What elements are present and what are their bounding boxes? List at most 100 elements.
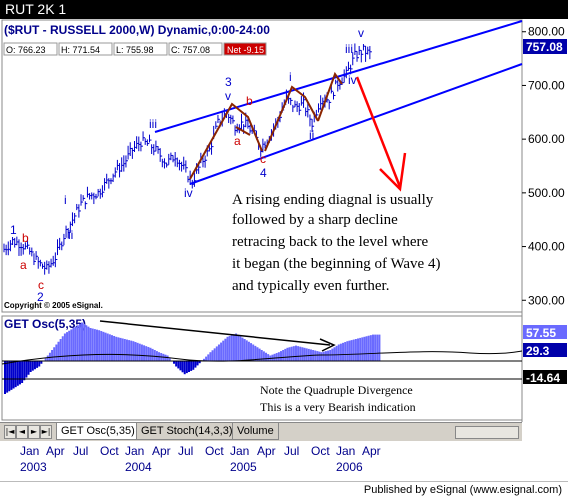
osc-bar bbox=[207, 354, 210, 361]
nav-last-button[interactable]: ►| bbox=[40, 425, 52, 439]
rut-chart: ($RUT - RUSSELL 2000,W) Dynamic,0:00-24:… bbox=[1, 19, 567, 422]
tab-get-osc[interactable]: GET Osc(5,35) bbox=[56, 423, 140, 440]
osc-bar bbox=[301, 347, 304, 361]
osc-bar bbox=[220, 342, 223, 361]
last-price-box bbox=[523, 39, 567, 54]
osc-bar bbox=[352, 339, 355, 361]
osc-bar bbox=[378, 334, 381, 361]
wave-label-b: b bbox=[246, 94, 253, 108]
wave-label-iv: iv bbox=[348, 73, 357, 87]
osc-value-box-3 bbox=[523, 370, 567, 384]
osc-bar bbox=[132, 341, 135, 361]
month-label: Apr bbox=[362, 444, 381, 458]
osc-bar bbox=[36, 361, 39, 368]
osc-bar bbox=[260, 350, 263, 361]
osc-bar bbox=[275, 353, 278, 361]
osc-bar bbox=[314, 350, 317, 361]
osc-bar bbox=[254, 345, 257, 361]
osc-bar bbox=[265, 352, 268, 361]
osc-bar bbox=[209, 352, 212, 361]
osc-bar bbox=[286, 347, 289, 361]
osc-bar bbox=[87, 326, 90, 361]
month-label: Jan bbox=[336, 444, 356, 458]
month-label: Jul bbox=[284, 444, 300, 458]
wave-arrow-a bbox=[235, 126, 251, 136]
osc-bar bbox=[335, 345, 338, 361]
osc-bar bbox=[374, 334, 377, 361]
month-label: Oct bbox=[100, 444, 119, 458]
osc-bar bbox=[292, 346, 295, 361]
osc-bar bbox=[228, 335, 231, 361]
osc-bar bbox=[138, 343, 141, 361]
price-panel bbox=[1, 19, 523, 313]
osc-bar bbox=[307, 348, 310, 361]
wave-label-a: a bbox=[234, 134, 241, 148]
osc-note-line-2: This is a very Bearish indication bbox=[260, 400, 416, 414]
osc-bar bbox=[123, 339, 126, 361]
osc-bar bbox=[117, 337, 120, 361]
osc-bar bbox=[288, 347, 291, 361]
osc-signal-line bbox=[1, 350, 523, 365]
horizontal-scrollbar[interactable] bbox=[455, 426, 519, 439]
osc-bar bbox=[177, 361, 180, 369]
wave-arrow-abc bbox=[189, 102, 263, 180]
wave-label-iii: iii bbox=[345, 42, 353, 56]
osc-bar bbox=[350, 340, 353, 361]
osc-bar bbox=[232, 334, 235, 361]
wave-label-ii-early: ii bbox=[68, 228, 73, 242]
osc-bar bbox=[119, 337, 122, 361]
wave-label-4: 4 bbox=[260, 166, 267, 180]
nav-first-button[interactable]: |◄ bbox=[4, 425, 16, 439]
osc-bar bbox=[51, 350, 54, 361]
osc-axis-value-2: 29.3 bbox=[526, 344, 550, 358]
tab-volume[interactable]: Volume bbox=[232, 423, 279, 440]
osc-bar bbox=[59, 339, 62, 361]
annotation-line-1: A rising ending diagnal is usually bbox=[232, 192, 434, 208]
osc-bar bbox=[280, 351, 282, 361]
osc-bar bbox=[168, 358, 171, 361]
tab-get-stoch[interactable]: GET Stoch(14,3,3) bbox=[136, 423, 238, 440]
wave-label-v: v bbox=[358, 26, 364, 40]
osc-value-box-1 bbox=[523, 325, 567, 339]
osc-bar bbox=[175, 361, 178, 367]
osc-bar bbox=[181, 361, 184, 373]
nav-next-button[interactable]: ► bbox=[28, 425, 40, 439]
osc-bar bbox=[55, 344, 58, 361]
annotation-line-2: followed by a sharp decline bbox=[232, 212, 398, 228]
osc-bar bbox=[106, 333, 109, 361]
ohlc-open: O: 766.23 bbox=[6, 45, 46, 55]
osc-bar bbox=[125, 339, 128, 361]
osc-bar bbox=[294, 345, 297, 361]
month-label: Apr bbox=[46, 444, 65, 458]
osc-bar bbox=[222, 340, 225, 361]
osc-bar bbox=[104, 332, 107, 361]
wave-label-i: i bbox=[289, 70, 292, 84]
net-change-badge: Net -9.15 bbox=[227, 45, 264, 55]
osc-bar bbox=[202, 358, 205, 361]
osc-bar bbox=[339, 343, 342, 361]
osc-bar bbox=[143, 345, 146, 361]
osc-bar bbox=[213, 348, 216, 361]
footer: Published by eSignal (www.esignal.com) bbox=[0, 481, 568, 500]
osc-value-box-2 bbox=[523, 343, 567, 357]
window-title: RUT 2K 1 bbox=[5, 1, 67, 17]
nav-prev-button[interactable]: ◄ bbox=[16, 425, 28, 439]
osc-bar bbox=[250, 343, 253, 361]
osc-bar bbox=[346, 341, 349, 361]
osc-bar bbox=[115, 336, 118, 361]
wave-label-ii: ii bbox=[309, 128, 314, 142]
osc-bar bbox=[153, 350, 156, 361]
month-label: Oct bbox=[311, 444, 330, 458]
osc-bar bbox=[46, 355, 49, 361]
osc-bar bbox=[299, 346, 302, 361]
osc-bar bbox=[329, 350, 332, 361]
ohlc-readout: O: 766.23 H: 771.54 L: 755.98 C: 757.08 … bbox=[3, 42, 267, 56]
month-label: Jan bbox=[230, 444, 250, 458]
osc-bar bbox=[66, 332, 69, 361]
osc-bar bbox=[376, 334, 379, 361]
osc-bar bbox=[128, 340, 131, 361]
osc-bar bbox=[93, 329, 96, 361]
osc-bar bbox=[237, 334, 240, 361]
wave-arrows bbox=[189, 71, 343, 180]
osc-bar bbox=[23, 361, 26, 381]
